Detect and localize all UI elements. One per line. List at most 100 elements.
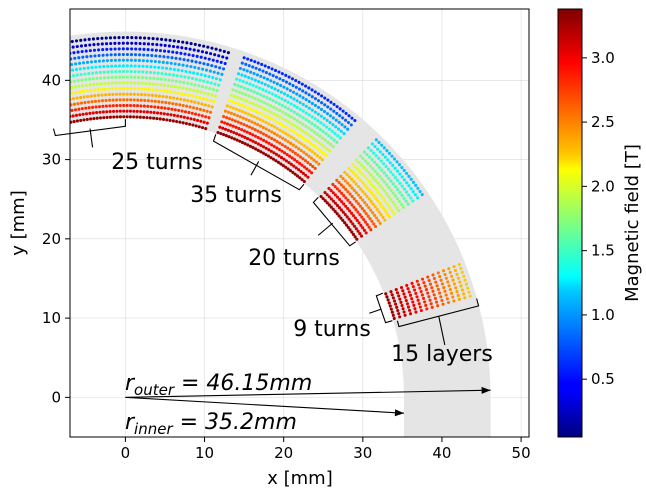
coil-point	[155, 82, 159, 86]
coil-point	[369, 228, 373, 232]
coil-point	[156, 77, 160, 81]
coil-point	[380, 143, 384, 147]
coil-point	[298, 94, 302, 98]
coil-point	[182, 58, 186, 62]
coil-point	[215, 59, 219, 63]
coil-point	[255, 116, 259, 120]
coil-point	[111, 109, 116, 113]
coil-point	[113, 36, 117, 40]
coil-point	[29, 78, 32, 81]
coil-point	[153, 105, 157, 109]
coil-point	[174, 79, 178, 83]
coil-point	[396, 308, 400, 313]
coil-point	[65, 58, 68, 61]
coil-point	[268, 97, 272, 101]
coil-point	[298, 176, 302, 180]
coil-point	[286, 100, 290, 104]
coil-point	[358, 154, 363, 158]
coil-point	[323, 103, 327, 107]
coil-point	[277, 95, 281, 99]
coil-point	[189, 117, 193, 121]
coil-point	[393, 194, 397, 198]
coil-point	[341, 210, 345, 214]
coil-point	[96, 42, 100, 46]
coil-point	[93, 54, 97, 58]
coil-point	[289, 102, 293, 106]
coil-point	[333, 193, 337, 197]
coil-point	[272, 144, 276, 148]
coil-point	[129, 103, 133, 108]
coil-point	[270, 67, 274, 71]
leader-line	[369, 308, 382, 314]
coil-point	[253, 60, 257, 64]
coil-point	[172, 113, 176, 117]
coil-point	[398, 297, 402, 301]
coil-point	[284, 112, 288, 116]
coil-point	[107, 93, 111, 97]
coil-point	[256, 148, 260, 152]
coil-point	[280, 149, 284, 153]
coil-point	[329, 197, 333, 201]
x-tick-label: 40	[432, 444, 451, 462]
coil-point	[248, 125, 252, 129]
coil-point	[54, 66, 57, 69]
coil-point	[438, 274, 442, 279]
coil-point	[143, 36, 147, 40]
coil-point	[149, 59, 153, 63]
coil-point	[256, 142, 260, 146]
coil-point	[335, 178, 339, 182]
coil-point	[376, 199, 380, 203]
coil-point	[289, 135, 293, 139]
coil-point	[125, 52, 129, 57]
coil-point	[173, 108, 177, 112]
coil-point	[196, 101, 200, 105]
coil-point	[64, 93, 67, 96]
coil-point	[400, 304, 404, 308]
coil-point	[341, 177, 345, 181]
coil-point	[319, 114, 323, 118]
coil-point	[350, 194, 354, 198]
coil-point	[413, 307, 417, 311]
coil-point	[219, 132, 223, 136]
coil-point	[441, 302, 445, 306]
coil-point	[410, 297, 414, 301]
coil-point	[357, 160, 361, 165]
coil-point	[185, 104, 189, 108]
coil-point	[49, 61, 52, 64]
coil-point	[241, 79, 245, 84]
coil-point	[149, 105, 153, 109]
coil-point	[297, 80, 301, 84]
coil-point	[374, 178, 378, 182]
coil-point	[327, 186, 331, 191]
coil-point	[346, 225, 350, 229]
coil-point	[355, 218, 359, 223]
coil-point	[159, 43, 163, 47]
coil-point	[125, 115, 129, 119]
coil-point	[72, 97, 76, 101]
coil-point	[90, 100, 94, 104]
coil-point	[249, 70, 253, 74]
coil-point	[205, 80, 210, 84]
coil-point	[60, 53, 63, 56]
coil-point	[162, 89, 166, 93]
coil-point	[331, 116, 335, 120]
coil-point	[323, 96, 327, 100]
coil-point	[49, 108, 52, 111]
coil-point	[145, 70, 149, 74]
coil-point	[195, 54, 199, 58]
coil-point	[363, 183, 367, 187]
coil-point	[355, 158, 359, 162]
coil-point	[459, 284, 463, 288]
coil-point	[379, 159, 383, 163]
coil-point	[204, 127, 208, 131]
coil-point	[197, 84, 201, 88]
coil-point	[245, 130, 249, 134]
coil-point	[349, 123, 353, 127]
coil-point	[272, 138, 276, 142]
coil-point	[378, 221, 382, 225]
coil-point	[34, 83, 37, 86]
coil-point	[178, 103, 182, 107]
coil-point	[343, 179, 347, 183]
coil-point	[89, 117, 93, 121]
coil-point	[334, 118, 338, 122]
